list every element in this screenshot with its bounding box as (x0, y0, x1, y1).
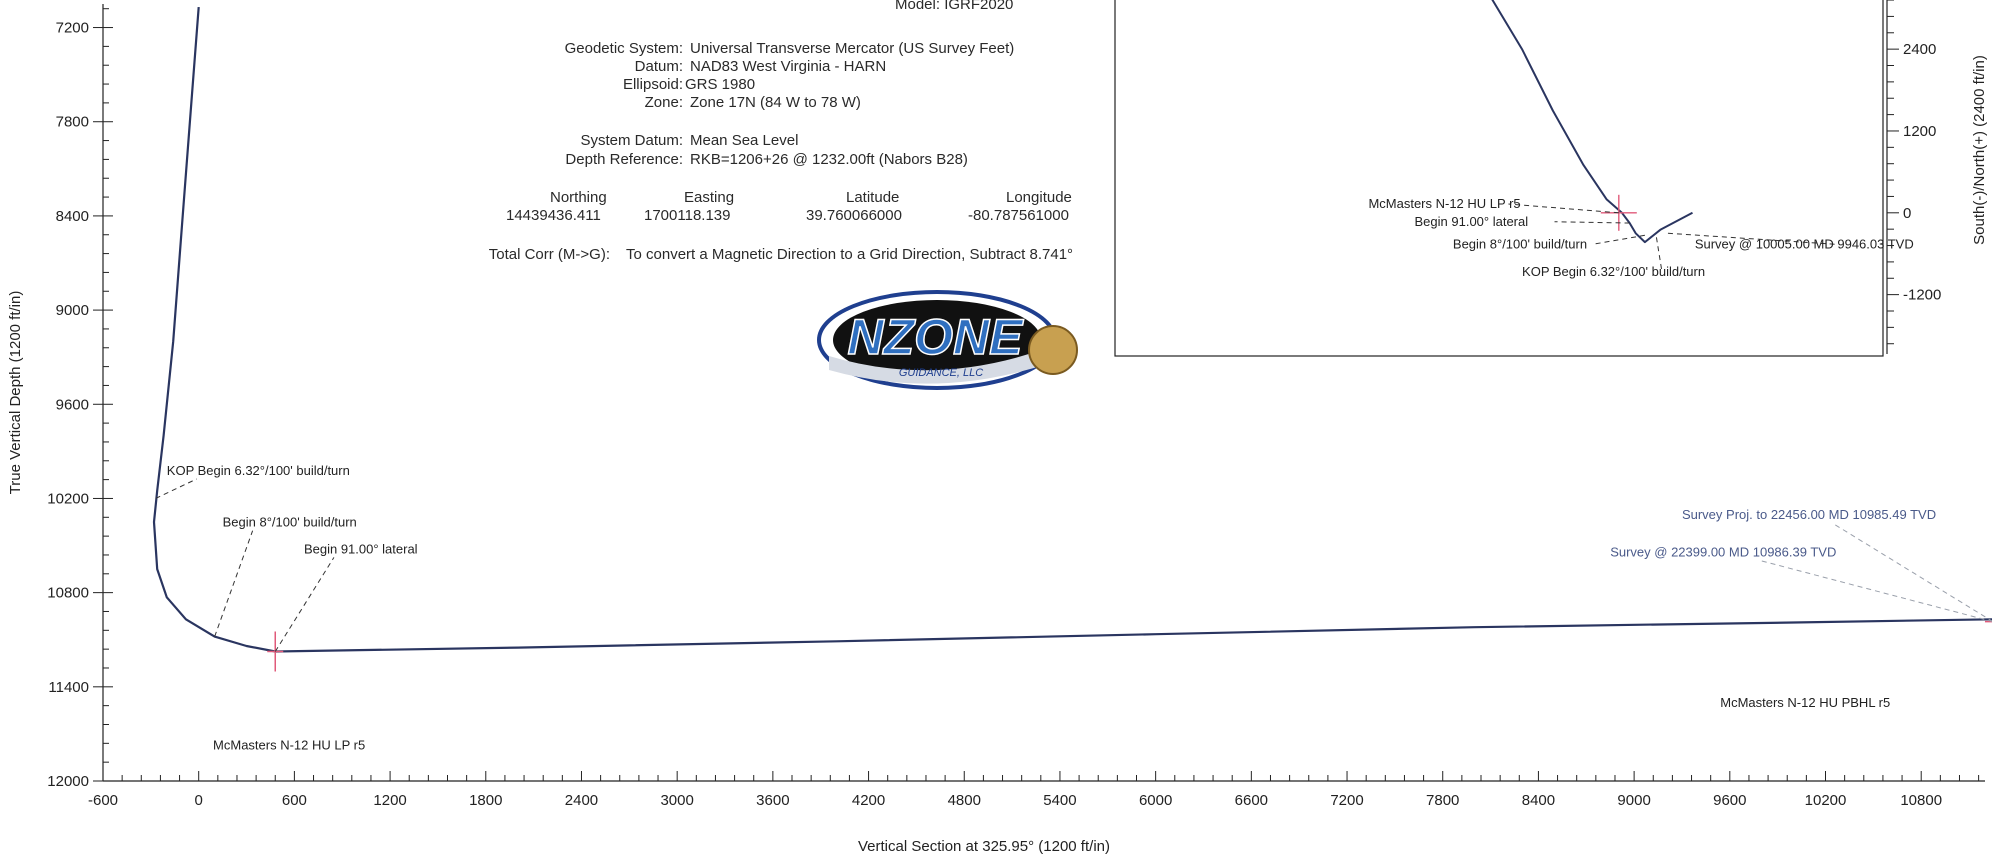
x-tick-label: 3600 (756, 792, 789, 809)
inset-y-tick-label: 0 (1903, 205, 1911, 222)
plan-view-inset: 2400 1200 0 -1200 South(-)/North(+) (2400 ft… (1114, 0, 1988, 357)
inset-y-tick-label: -1200 (1903, 287, 1941, 304)
x-tick-label: 10800 (1900, 792, 1942, 809)
y-tick-label: 8400 (56, 208, 89, 225)
inset-y-tick-label: 1200 (1903, 123, 1936, 140)
inset-annotation-label: Begin 91.00° lateral (1415, 214, 1529, 229)
latitude-value: 39.760066000 (806, 207, 902, 224)
northing-label: Northing (550, 189, 607, 206)
x-tick-label: 4200 (852, 792, 885, 809)
system-datum-value: Mean Sea Level (690, 132, 799, 149)
y-tick-label: 10200 (47, 490, 89, 507)
annotation-leader (155, 478, 198, 499)
datum-value: NAD83 West Virginia - HARN (690, 58, 887, 75)
y-tick-label: 9600 (56, 396, 89, 413)
total-correction-value: To convert a Magnetic Direction to a Gri… (626, 246, 1074, 263)
x-tick-label: 9600 (1713, 792, 1746, 809)
well-path-line (152, 7, 1992, 653)
zone-value: Zone 17N (84 W to 78 W) (690, 94, 861, 111)
y-tick-label: 9000 (56, 302, 89, 319)
x-tick-label: -600 (88, 792, 118, 809)
ellipsoid-value: GRS 1980 (685, 76, 756, 93)
inset-annotation-label: KOP Begin 6.32°/100' build/turn (1522, 264, 1705, 279)
drill-bit-icon (1028, 325, 1078, 375)
x-tick-label: 10200 (1805, 792, 1847, 809)
easting-value: 1700118.139 (644, 207, 731, 224)
geodetic-system-value: Universal Transverse Mercator (US Survey… (690, 40, 1015, 57)
x-tick-label: 0 (195, 792, 203, 809)
nzone-guidance-logo: NZONE GUIDANCE, LLC (817, 290, 1078, 390)
logo-wordmark: NZONE (848, 309, 1025, 365)
logo-swoosh (829, 348, 1047, 384)
datum-label: Datum: (634, 58, 683, 75)
easting-label: Easting (684, 189, 735, 206)
logo-subtitle: GUIDANCE, LLC (899, 367, 983, 379)
y-axis-title: True Vertical Depth (1200 ft/in) (7, 291, 24, 495)
x-tick-label: 4800 (948, 792, 981, 809)
y-tick-label: 7200 (56, 20, 89, 37)
y-tick-label: 12000 (47, 773, 89, 790)
x-tick-label: 6000 (1139, 792, 1172, 809)
model-label: Model: IGRF2020 (895, 0, 1014, 13)
annotation-label: KOP Begin 6.32°/100' build/turn (167, 463, 350, 478)
geodetic-system-label: Geodetic System: (564, 40, 683, 57)
annotation-leader (274, 557, 335, 652)
inset-annotation-leader (1667, 232, 1835, 245)
inset-annotation-leader (1508, 203, 1619, 214)
inset-annotation-leader (1554, 221, 1630, 224)
x-tick-label: 600 (282, 792, 307, 809)
ellipsoid-label: Ellipsoid: (622, 76, 683, 93)
x-tick-label: 1800 (469, 792, 502, 809)
inset-y-axis-title: South(-)/North(+) (2400 ft/in) (1971, 55, 1988, 245)
x-tick-label: 7800 (1426, 792, 1459, 809)
system-datum-label: System Datum: (580, 132, 683, 149)
longitude-label: Longitude (1006, 189, 1072, 206)
annotation-label: Begin 91.00° lateral (304, 541, 418, 556)
inset-annotation-label: Survey @ 10005.00 MD 9946.03 TVD (1695, 236, 1914, 251)
latitude-label: Latitude (846, 189, 900, 206)
x-tick-label: 7200 (1330, 792, 1363, 809)
inset-frame (1114, 0, 1884, 357)
longitude-value: -80.787561000 (968, 207, 1069, 224)
total-correction-label: Total Corr (M->G): (488, 246, 610, 263)
main-chart-marks: KOP Begin 6.32°/100' build/turn Begin 8°/… (152, 7, 1992, 753)
y-tick-label: 10800 (47, 585, 89, 602)
annotation-leader (1760, 560, 1992, 622)
x-tick-label: 1200 (373, 792, 406, 809)
logo-fill (833, 300, 1041, 380)
annotation-label: Begin 8°/100' build/turn (223, 515, 357, 530)
zone-label: Zone: (644, 94, 683, 111)
y-tick-label: 7800 (56, 114, 89, 131)
annotation-label: Survey @ 22399.00 MD 10986.39 TVD (1610, 545, 1836, 560)
inset-y-tick-label: 2400 (1903, 41, 1936, 58)
northing-value: 14439436.411 (506, 207, 601, 224)
depth-reference-value: RKB=1206+26 @ 1232.00ft (Nabors B28) (690, 151, 968, 168)
inset-annotation-label: Begin 8°/100' build/turn (1453, 236, 1587, 251)
x-tick-label: 3000 (660, 792, 693, 809)
x-axis-title: Vertical Section at 325.95° (1200 ft/in) (858, 838, 1110, 855)
depth-reference-label: Depth Reference: (565, 151, 683, 168)
x-tick-label: 9000 (1617, 792, 1650, 809)
x-tick-label: 5400 (1043, 792, 1076, 809)
annotation-label: McMasters N-12 HU PBHL r5 (1720, 695, 1890, 710)
inset-annotation-leader (1655, 237, 1663, 273)
annotation-label: McMasters N-12 HU LP r5 (213, 738, 365, 753)
annotation-leader (214, 530, 254, 637)
x-tick-label: 6600 (1235, 792, 1268, 809)
annotation-leader (1831, 522, 1992, 622)
inset-annotation-label: McMasters N-12 HU LP r5 (1368, 196, 1520, 211)
inset-annotation-leader (1592, 234, 1646, 245)
main-chart-axes: -600 0 600 1200 1800 2400 3000 3600 4200 4800 5400… (7, 4, 1985, 855)
y-tick-label: 11400 (48, 679, 89, 696)
x-tick-label: 2400 (565, 792, 598, 809)
x-tick-label: 8400 (1522, 792, 1555, 809)
inset-well-path-line (1491, 0, 1693, 244)
annotation-label: Survey Proj. to 22456.00 MD 10985.49 TVD (1682, 507, 1936, 522)
